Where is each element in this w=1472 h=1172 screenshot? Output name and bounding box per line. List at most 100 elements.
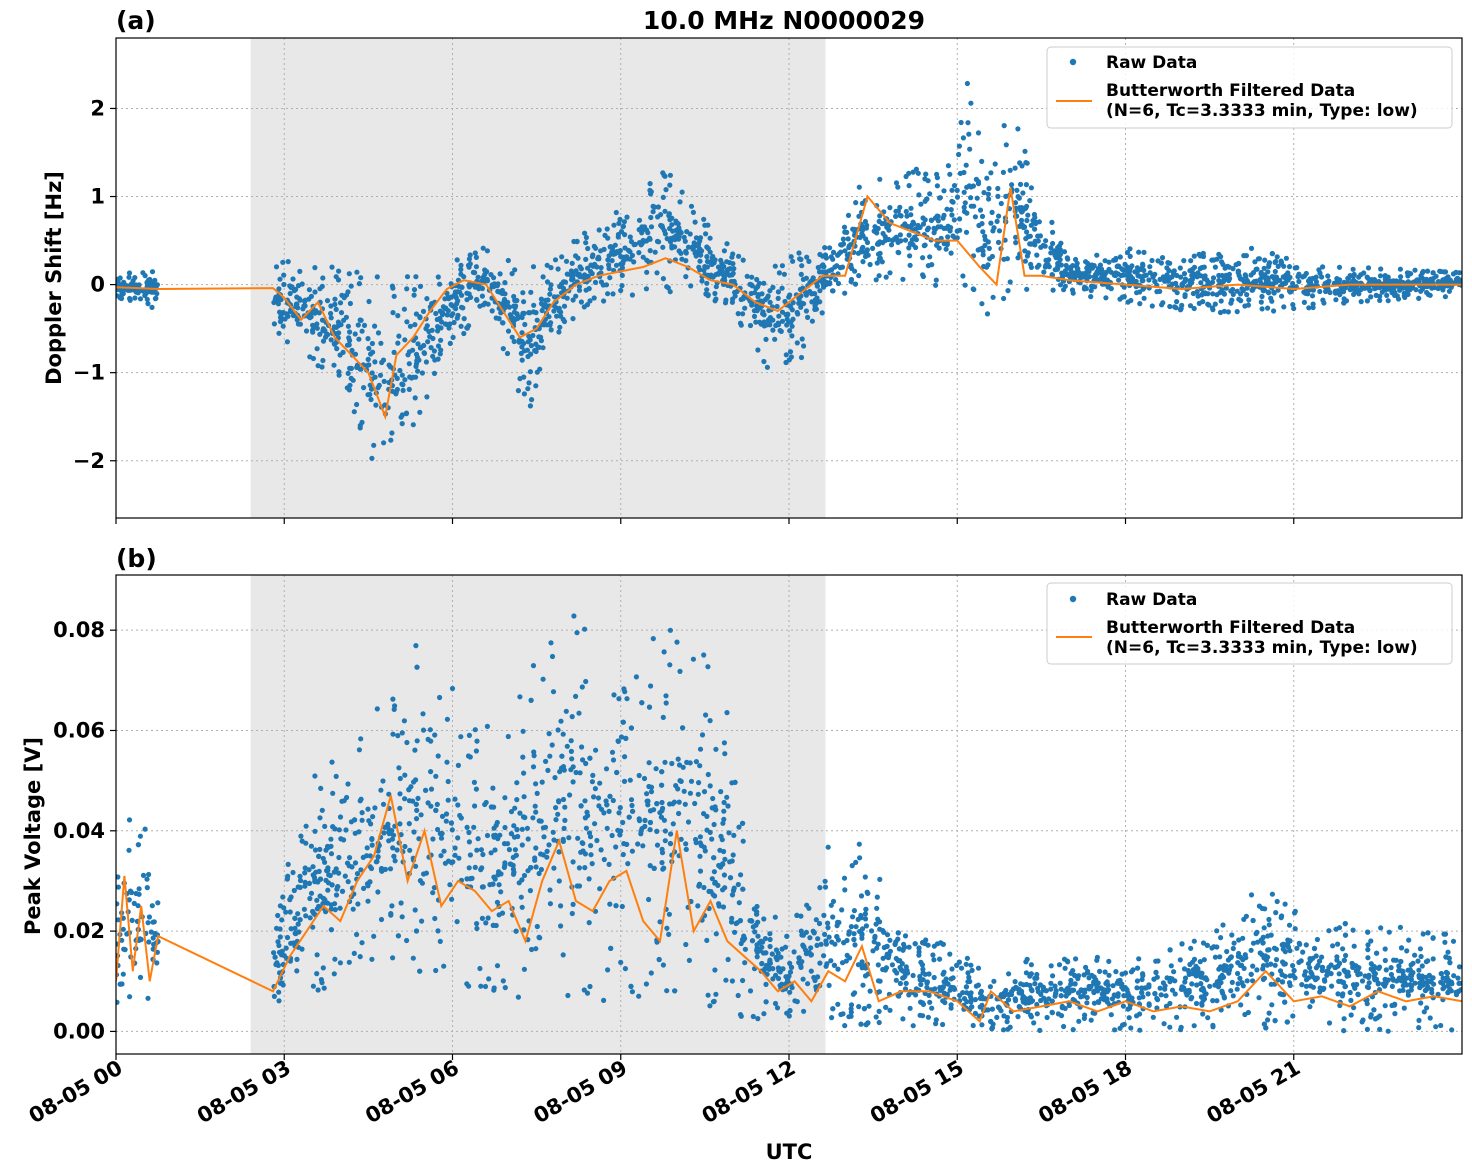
raw-data-point [750,1013,756,1020]
raw-data-point [616,220,622,226]
raw-data-point [1256,256,1262,262]
raw-data-point [525,339,531,345]
raw-data-point [391,349,397,355]
raw-data-point [610,249,616,255]
raw-data-point [464,297,470,303]
raw-data-point [402,337,408,343]
raw-data-point [1420,931,1426,937]
raw-data-point [352,830,358,836]
raw-data-point [1210,275,1217,281]
raw-data-point [542,302,549,308]
raw-data-point [1274,898,1280,905]
raw-data-point [1420,268,1426,275]
raw-data-point [1061,249,1068,255]
raw-data-point [600,282,606,288]
raw-data-point [851,931,857,937]
raw-data-point [602,232,608,238]
raw-data-point [754,942,760,948]
raw-data-point [582,865,588,871]
raw-data-point [772,336,778,342]
raw-data-point [492,847,498,853]
raw-data-point [1140,973,1146,979]
raw-data-point [703,712,709,718]
raw-data-point [346,387,352,393]
raw-data-point [333,274,339,280]
raw-data-point [434,316,440,323]
raw-data-point [1291,305,1297,312]
raw-data-point [951,217,957,223]
raw-data-point [815,936,821,942]
raw-data-point [1412,267,1418,273]
raw-data-point [790,300,796,306]
raw-data-point [916,192,922,198]
raw-data-point [285,861,291,868]
raw-data-point [131,900,137,907]
raw-data-point [332,907,338,913]
raw-data-point [431,370,438,376]
raw-data-point [1188,945,1194,951]
raw-data-point [119,937,125,943]
raw-data-point [941,225,947,231]
raw-data-point [1401,1005,1407,1011]
raw-data-point [825,844,831,850]
raw-data-point [892,967,898,974]
raw-data-point [1025,212,1031,218]
raw-data-point [775,295,781,301]
raw-data-point [762,936,769,942]
raw-data-point [1188,258,1194,264]
raw-data-point [116,874,121,880]
raw-data-point [670,821,676,827]
raw-data-point [1113,255,1119,262]
raw-data-point [1296,959,1302,966]
raw-data-point [415,368,421,374]
raw-data-point [1458,980,1462,986]
raw-data-point [1228,288,1234,294]
raw-data-point [965,970,971,976]
raw-data-point [502,291,508,297]
raw-data-point [968,195,974,201]
raw-data-point [676,799,682,805]
raw-data-point [755,294,761,300]
raw-data-point [413,816,420,822]
raw-data-point [1266,262,1272,268]
raw-data-point [628,239,635,245]
raw-data-point [1419,963,1425,969]
raw-data-point [1001,123,1007,129]
raw-data-point [394,386,400,393]
raw-data-point [1219,287,1225,293]
raw-data-point [336,330,342,336]
raw-data-point [319,807,325,813]
raw-data-point [906,992,912,998]
raw-data-point [1182,293,1188,300]
raw-data-point [848,1002,855,1008]
raw-data-point [438,835,445,841]
raw-data-point [692,800,698,807]
raw-data-point [552,257,559,263]
raw-data-point [514,780,520,786]
raw-data-point [1207,983,1213,989]
raw-data-point [307,895,313,902]
raw-data-point [1189,280,1195,286]
raw-data-point [1048,245,1054,251]
raw-data-point [1177,265,1183,271]
raw-data-point [1306,305,1312,311]
raw-data-point [647,863,653,869]
raw-data-point [1124,249,1131,256]
raw-data-point [966,183,972,189]
raw-data-point [1430,270,1436,276]
raw-data-point [550,829,556,835]
raw-data-point [1335,991,1341,997]
raw-data-point [817,299,823,305]
raw-data-point [779,318,786,324]
raw-data-point [458,262,464,268]
raw-data-point [1282,901,1288,907]
raw-data-point [1129,995,1135,1001]
raw-data-point [987,984,994,990]
raw-data-point [346,342,352,348]
raw-data-point [1266,922,1272,928]
raw-data-point [137,974,144,981]
raw-data-point [1152,279,1158,285]
raw-data-point [1015,255,1021,261]
raw-data-point [692,243,698,249]
raw-data-point [1248,971,1254,977]
